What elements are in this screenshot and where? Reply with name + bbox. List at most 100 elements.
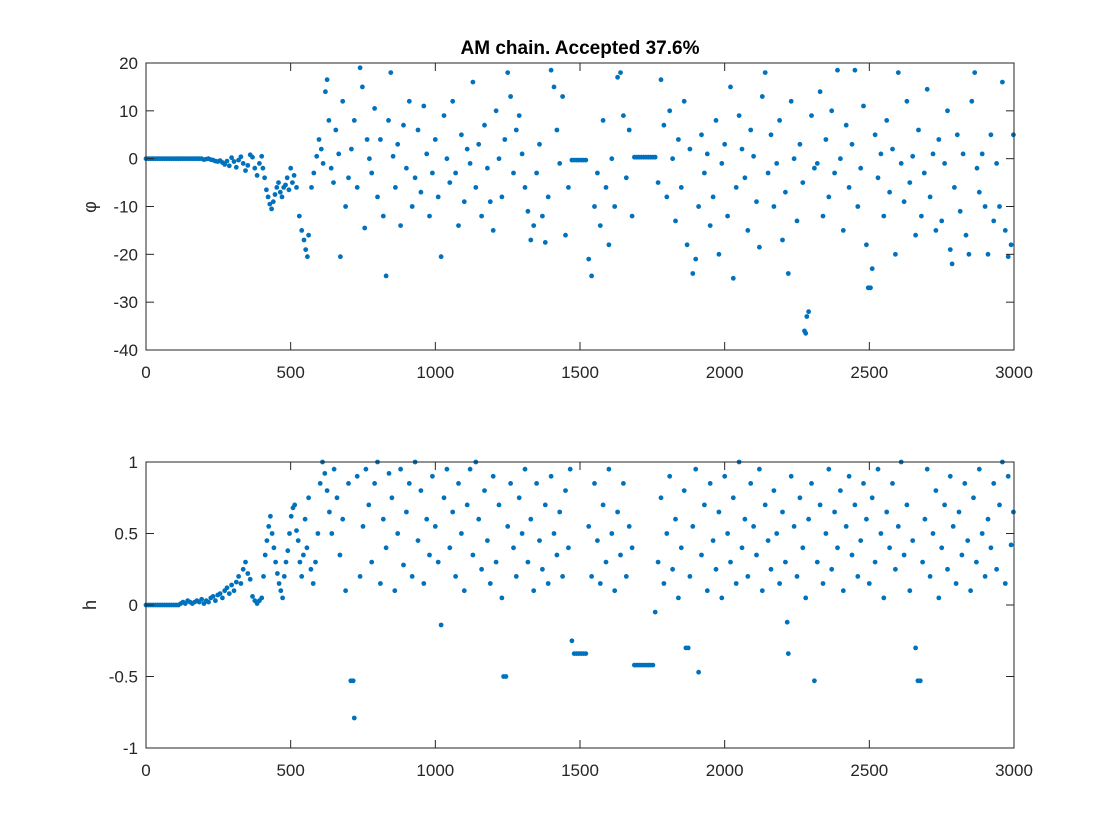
data-point — [473, 185, 479, 190]
data-point — [843, 122, 849, 128]
data-point — [427, 213, 432, 219]
data-point — [930, 151, 936, 157]
data-point — [603, 185, 609, 190]
data-point — [285, 548, 291, 554]
data-point — [806, 516, 811, 522]
data-point — [430, 473, 435, 479]
data-point — [378, 137, 383, 142]
data-point — [314, 153, 320, 159]
x-tick-label: 500 — [276, 761, 304, 780]
data-point — [294, 528, 299, 533]
data-point — [366, 502, 372, 508]
data-point — [803, 330, 809, 336]
data-point — [409, 204, 415, 209]
data-point — [597, 581, 603, 586]
data-point — [354, 473, 360, 479]
data-point — [985, 251, 991, 257]
data-point — [997, 204, 1002, 209]
data-point — [1005, 473, 1011, 479]
data-point — [301, 237, 307, 243]
data-point — [917, 678, 923, 684]
data-point — [290, 180, 295, 186]
data-point — [301, 552, 306, 558]
data-point — [567, 466, 573, 472]
data-point — [493, 108, 499, 114]
top-plot-phi: AM chain. Accepted 37.6% φ 0 500 1000 1500 2… — [80, 38, 1033, 382]
data-point — [206, 599, 211, 605]
data-point — [1005, 254, 1011, 260]
data-point — [231, 159, 237, 164]
data-point — [904, 502, 910, 508]
data-point — [303, 247, 309, 253]
data-point — [295, 538, 301, 543]
data-point — [875, 175, 881, 181]
data-point — [259, 595, 265, 601]
data-point — [1002, 228, 1008, 233]
data-point — [791, 156, 797, 162]
data-point — [884, 509, 890, 515]
data-point — [551, 84, 557, 90]
data-point — [280, 595, 285, 601]
data-point — [661, 581, 667, 586]
data-point — [826, 466, 832, 472]
data-point — [629, 213, 635, 219]
data-point — [907, 588, 913, 594]
data-point — [398, 223, 403, 229]
data-point — [430, 170, 435, 176]
bottom-plot-ylabel: h — [80, 600, 100, 610]
x-tick-label: 2500 — [850, 363, 888, 382]
data-point — [783, 559, 788, 565]
data-point — [240, 161, 246, 166]
data-point — [872, 132, 878, 138]
data-point — [271, 545, 277, 551]
data-point — [728, 559, 733, 565]
data-point — [338, 254, 343, 260]
data-point — [913, 232, 918, 238]
data-point — [878, 151, 884, 157]
y-tick-label: -20 — [113, 245, 138, 264]
data-point — [1008, 542, 1014, 548]
data-point — [329, 531, 335, 536]
data-point — [739, 146, 745, 152]
data-point — [974, 559, 979, 565]
data-point — [901, 199, 907, 205]
data-point — [832, 509, 837, 515]
data-point — [545, 194, 551, 200]
data-point — [288, 165, 294, 171]
data-point — [994, 566, 999, 572]
data-point — [459, 531, 464, 536]
data-point — [470, 552, 476, 558]
data-point — [236, 574, 242, 579]
data-point — [623, 574, 629, 579]
data-point — [1008, 242, 1014, 248]
data-point — [699, 132, 704, 138]
data-point — [861, 481, 866, 486]
data-point — [968, 588, 973, 594]
data-point — [386, 471, 392, 476]
data-point — [337, 552, 343, 558]
data-point — [887, 545, 892, 551]
data-point — [269, 206, 274, 212]
data-point — [262, 175, 267, 181]
x-tick-label: 0 — [141, 363, 150, 382]
data-point — [716, 509, 722, 515]
y-tick-label: 1 — [129, 453, 138, 472]
data-point — [1000, 79, 1005, 85]
data-point — [306, 232, 311, 238]
data-point — [838, 488, 843, 493]
data-point — [895, 70, 901, 75]
data-point — [378, 581, 383, 586]
data-point — [771, 488, 777, 493]
data-point — [525, 559, 531, 565]
data-point — [351, 715, 357, 721]
y-tick-label: 10 — [119, 102, 138, 121]
data-point — [855, 574, 861, 579]
data-point — [890, 146, 895, 152]
data-point — [722, 473, 728, 479]
data-point — [988, 132, 994, 138]
x-tick-label: 1000 — [416, 363, 454, 382]
data-point — [936, 595, 942, 601]
data-point — [362, 225, 368, 231]
data-point — [240, 566, 246, 572]
